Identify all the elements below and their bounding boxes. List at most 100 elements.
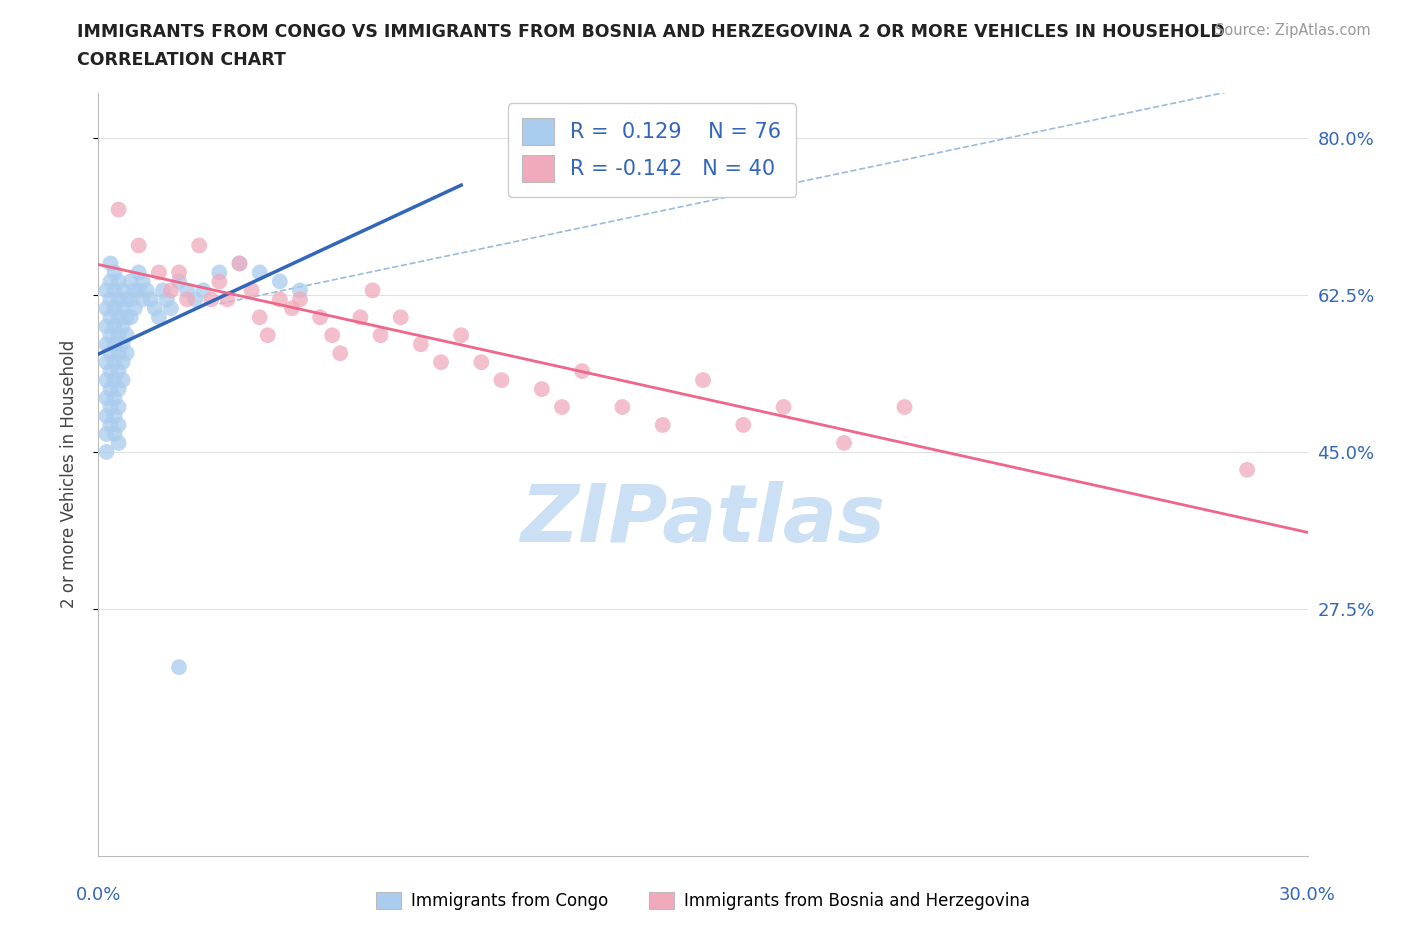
Text: ZIPatlas: ZIPatlas: [520, 481, 886, 559]
Point: [115, 346, 138, 361]
Text: 0.0%: 0.0%: [76, 886, 121, 904]
Point: [103, 301, 125, 316]
Point: [530, 381, 553, 396]
Point: [176, 292, 198, 307]
Point: [167, 274, 190, 289]
Point: [107, 400, 129, 415]
Point: [389, 310, 412, 325]
Point: [288, 283, 311, 298]
Point: [107, 364, 129, 379]
Point: [651, 418, 673, 432]
Point: [450, 327, 472, 342]
Point: [103, 427, 125, 442]
Point: [430, 354, 453, 369]
Point: [208, 274, 231, 289]
Point: [692, 373, 714, 388]
Point: [100, 381, 122, 396]
Point: [188, 238, 211, 253]
Text: 30.0%: 30.0%: [1279, 886, 1336, 904]
Point: [96, 283, 118, 298]
Point: [111, 319, 134, 334]
Point: [329, 346, 352, 361]
Point: [321, 327, 343, 342]
Point: [100, 292, 122, 307]
Point: [288, 292, 311, 307]
Point: [470, 354, 492, 369]
Point: [269, 292, 291, 307]
Point: [551, 400, 574, 415]
Point: [156, 292, 179, 307]
Point: [103, 391, 125, 405]
Point: [249, 265, 271, 280]
Point: [96, 337, 118, 352]
Point: [96, 319, 118, 334]
Point: [100, 400, 122, 415]
Point: [96, 427, 118, 442]
Point: [128, 238, 150, 253]
Point: [103, 265, 125, 280]
Point: [160, 283, 183, 298]
Point: [269, 274, 291, 289]
Point: [103, 373, 125, 388]
Point: [240, 283, 263, 298]
Point: [96, 373, 118, 388]
Point: [132, 292, 155, 307]
Point: [103, 283, 125, 298]
Point: [107, 310, 129, 325]
Point: [115, 292, 138, 307]
Point: [208, 265, 231, 280]
Point: [100, 274, 122, 289]
Point: [228, 256, 250, 271]
Point: [107, 292, 129, 307]
Point: [124, 301, 146, 316]
Point: [409, 337, 432, 352]
Point: [107, 418, 129, 432]
Point: [103, 319, 125, 334]
Point: [115, 327, 138, 342]
Point: [107, 274, 129, 289]
Point: [143, 301, 166, 316]
Point: [96, 391, 118, 405]
Point: [772, 400, 794, 415]
Point: [100, 364, 122, 379]
Point: [281, 301, 304, 316]
Point: [111, 301, 134, 316]
Point: [193, 283, 215, 298]
Point: [361, 283, 384, 298]
Point: [491, 373, 513, 388]
Point: [184, 292, 207, 307]
Text: CORRELATION CHART: CORRELATION CHART: [77, 51, 287, 69]
Point: [370, 327, 392, 342]
Point: [120, 274, 142, 289]
Point: [96, 354, 118, 369]
Point: [733, 418, 755, 432]
Point: [111, 373, 134, 388]
Point: [107, 381, 129, 396]
Point: [96, 445, 118, 459]
Point: [100, 346, 122, 361]
Point: [107, 346, 129, 361]
Point: [96, 301, 118, 316]
Point: [176, 283, 198, 298]
Point: [111, 283, 134, 298]
Point: [349, 310, 371, 325]
Point: [120, 292, 142, 307]
Point: [167, 265, 190, 280]
Point: [309, 310, 332, 325]
Point: [256, 327, 278, 342]
Point: [148, 310, 170, 325]
Point: [111, 337, 134, 352]
Point: [1236, 462, 1258, 477]
Point: [148, 265, 170, 280]
Point: [132, 274, 155, 289]
Point: [249, 310, 271, 325]
Point: [115, 310, 138, 325]
Legend: Immigrants from Congo, Immigrants from Bosnia and Herzegovina: Immigrants from Congo, Immigrants from B…: [368, 885, 1038, 917]
Point: [103, 354, 125, 369]
Point: [832, 435, 855, 450]
Point: [139, 292, 162, 307]
Point: [107, 202, 129, 217]
Point: [111, 354, 134, 369]
Point: [100, 256, 122, 271]
Point: [120, 310, 142, 325]
